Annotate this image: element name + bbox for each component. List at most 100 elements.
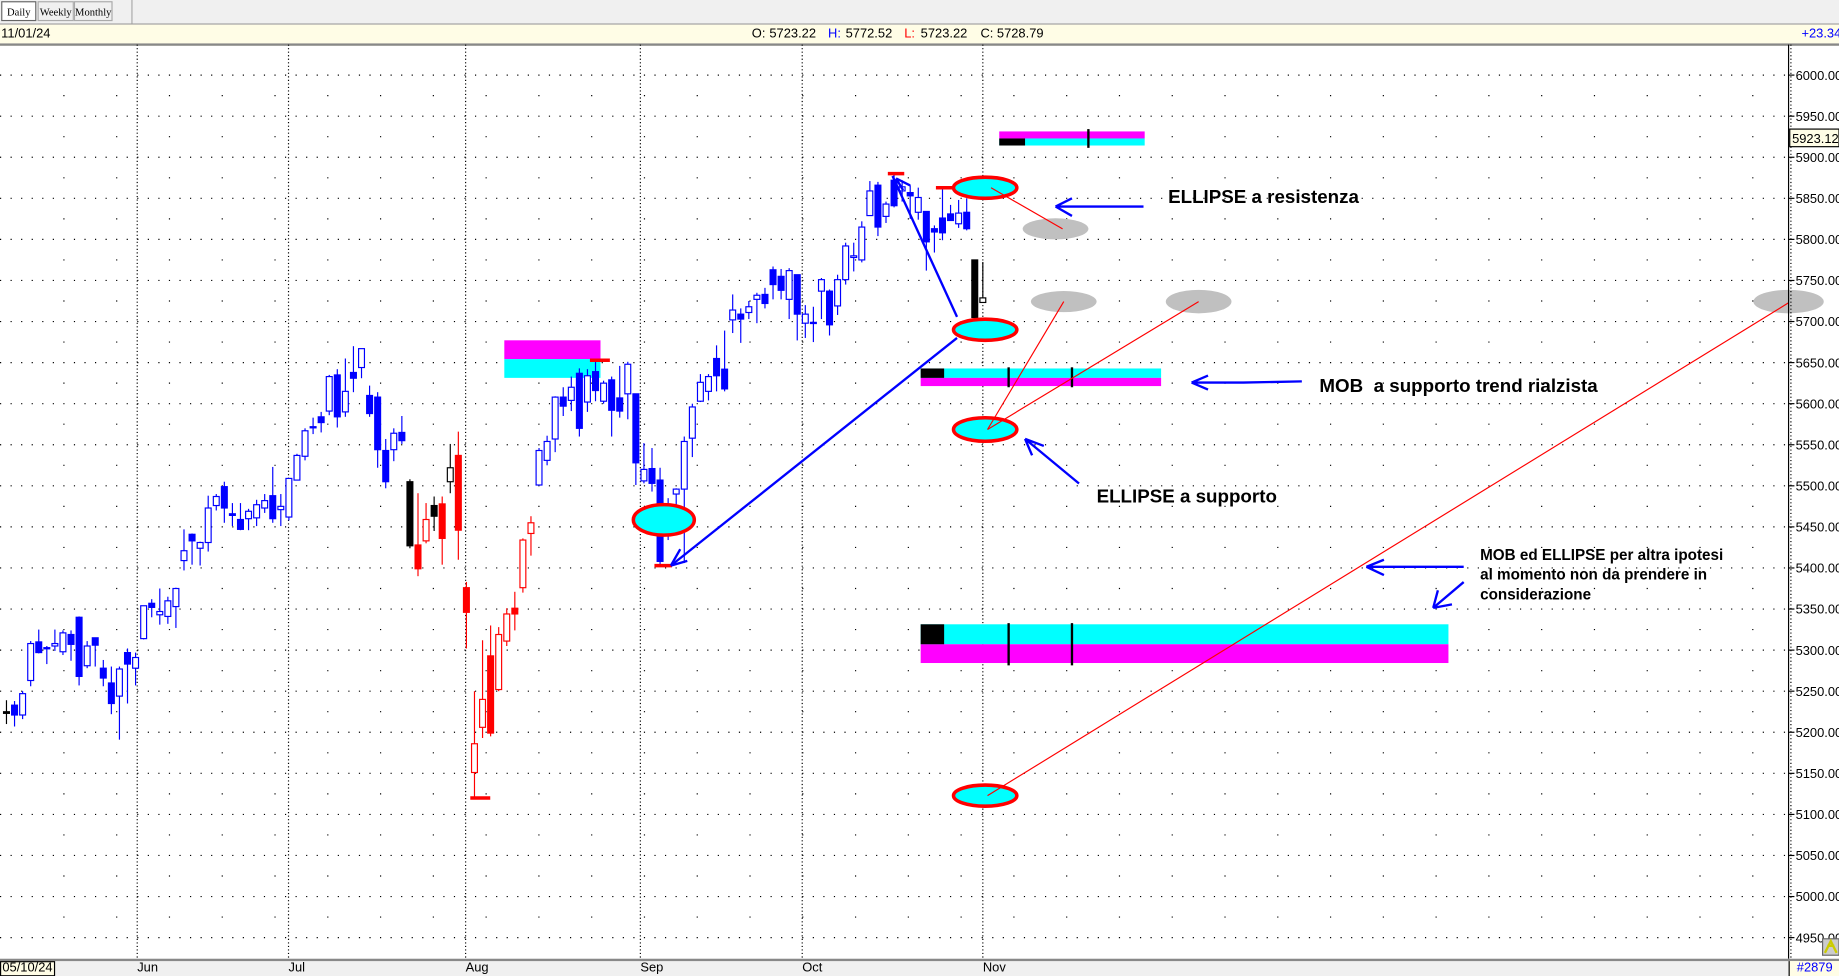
candle-08/19[interactable] [551, 396, 559, 453]
candle-10/30[interactable] [963, 198, 971, 231]
candle-06/17[interactable] [204, 495, 212, 552]
candle-10/04[interactable] [817, 277, 825, 320]
candle-06/13[interactable] [188, 533, 196, 565]
candle-09/30[interactable] [785, 268, 793, 320]
candle-07/11[interactable] [333, 369, 341, 428]
candle-05/21[interactable] [59, 630, 67, 656]
candle-06/26[interactable] [253, 499, 261, 527]
mob-zone-top-magenta[interactable] [999, 131, 1145, 139]
candle-09/27[interactable] [777, 268, 785, 300]
candle-10/22[interactable] [914, 187, 922, 220]
candle-07/29[interactable] [430, 496, 438, 532]
candle-09/16[interactable] [704, 374, 713, 401]
candle-07/09[interactable] [317, 411, 325, 433]
candle-08/28[interactable] [608, 376, 616, 437]
arrow-alt-icon[interactable] [1432, 581, 1465, 610]
candle-10/16[interactable] [882, 201, 890, 223]
candle-10/09[interactable] [842, 242, 850, 285]
candle-05/13[interactable] [11, 701, 19, 727]
mob-alt-cyan[interactable] [920, 624, 1449, 645]
candle-05/31[interactable] [115, 666, 123, 740]
candle-08/02[interactable] [462, 581, 470, 649]
candle-08/30[interactable] [624, 361, 632, 420]
candle-08/05[interactable] [470, 691, 478, 799]
candle-08/26[interactable] [591, 361, 600, 402]
candle-05/24[interactable] [83, 641, 91, 669]
candle-07/16[interactable] [357, 348, 366, 379]
candle-06/20[interactable] [220, 481, 228, 523]
resistance-ellipse[interactable] [951, 175, 1019, 201]
candle-05/14[interactable] [19, 691, 27, 720]
candle-07/18[interactable] [374, 392, 382, 468]
candle-08/14[interactable] [527, 516, 535, 556]
candle-08/23[interactable] [583, 369, 591, 412]
candle-09/13[interactable] [696, 374, 704, 403]
candle-10/02[interactable] [801, 305, 809, 338]
candle-06/03[interactable] [123, 648, 132, 704]
ghost-ellipse[interactable] [1022, 218, 1089, 240]
mob-alt-magenta[interactable] [920, 644, 1449, 664]
candle-07/22[interactable] [390, 428, 398, 462]
candle-06/10[interactable] [164, 596, 172, 624]
candle-06/27[interactable] [261, 494, 269, 513]
arrow-support-icon[interactable] [1023, 437, 1080, 485]
candle-08/09[interactable] [503, 608, 511, 647]
projection-line[interactable] [987, 301, 1065, 430]
candle-09/18[interactable] [721, 330, 729, 392]
projection-line[interactable] [987, 302, 1789, 797]
support-ellipse[interactable] [631, 502, 697, 537]
candle-10/10[interactable] [850, 242, 858, 272]
candle-06/05[interactable] [140, 605, 148, 640]
trend-line[interactable] [891, 175, 959, 318]
candle-10/08[interactable] [834, 274, 842, 315]
candle-09/12[interactable] [688, 403, 696, 458]
candle-10/01[interactable] [793, 274, 801, 341]
candle-08/12[interactable] [511, 591, 519, 631]
weekly-button[interactable]: Weekly [37, 1, 74, 22]
candle-07/31[interactable] [446, 443, 454, 494]
candle-09/04[interactable] [640, 443, 648, 484]
arrow-mob-icon[interactable] [1191, 374, 1302, 391]
candle-10/25[interactable] [938, 188, 947, 241]
candle-10/14[interactable] [866, 181, 874, 217]
mob-support-magenta[interactable] [920, 377, 1162, 387]
candle-07/17[interactable] [366, 385, 374, 417]
candle-05/16[interactable] [35, 629, 43, 654]
candle-06/18[interactable] [212, 494, 220, 511]
mob-support-cyan[interactable] [920, 368, 1162, 378]
candle-06/04[interactable] [132, 652, 140, 686]
candle-10/24[interactable] [930, 225, 938, 253]
candle-08/21[interactable] [567, 376, 575, 412]
candle-05/20[interactable] [51, 629, 59, 651]
candle-07/02[interactable] [285, 477, 293, 521]
candle-10/15[interactable] [874, 181, 882, 237]
candle-07/30[interactable] [438, 496, 446, 565]
candle-05/10[interactable] [2, 700, 10, 725]
candle-06/12[interactable] [180, 529, 188, 571]
candle-08/29[interactable] [616, 365, 624, 418]
trend-line[interactable] [670, 337, 958, 567]
candle-05/15[interactable] [27, 641, 35, 687]
candle-08/07[interactable] [487, 625, 495, 737]
mob-zone-top-cyan[interactable] [999, 138, 1145, 146]
crosshair-tool-icon[interactable] [1821, 938, 1839, 956]
candle-07/12[interactable] [341, 358, 349, 417]
candle-06/24[interactable] [236, 503, 244, 531]
candle-05/28[interactable] [91, 637, 99, 667]
candle-08/27[interactable] [600, 380, 608, 404]
candle-06/07[interactable] [156, 588, 164, 625]
candle-05/17[interactable] [43, 646, 51, 665]
candle-05/23[interactable] [75, 616, 83, 686]
candle-07/05[interactable] [301, 428, 309, 461]
candle-09/25[interactable] [761, 287, 769, 309]
daily-button[interactable]: Daily [1, 1, 37, 22]
candle-09/26[interactable] [769, 266, 777, 300]
candle-09/24[interactable] [753, 292, 761, 324]
candle-10/03[interactable] [809, 306, 817, 343]
projection-line[interactable] [987, 301, 1199, 430]
candle-09/03[interactable] [632, 393, 640, 486]
candle-08/16[interactable] [543, 435, 551, 466]
mob-zone-cyan[interactable] [504, 359, 601, 378]
candle-08/22[interactable] [575, 368, 583, 437]
